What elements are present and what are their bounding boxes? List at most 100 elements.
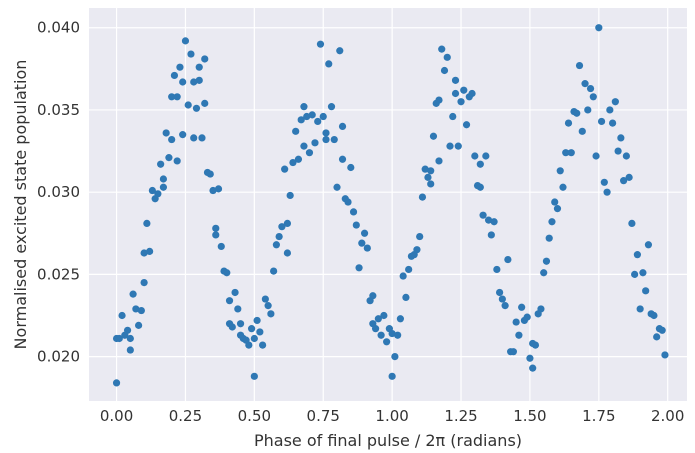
- data-point: [259, 341, 267, 349]
- data-point: [614, 147, 622, 155]
- data-points: [112, 24, 669, 387]
- data-point: [308, 111, 316, 119]
- data-point: [206, 170, 214, 178]
- data-point: [633, 251, 641, 259]
- data-point: [518, 303, 526, 311]
- data-point: [416, 232, 424, 241]
- data-point: [168, 135, 176, 144]
- data-point: [650, 311, 658, 320]
- data-point: [606, 106, 614, 114]
- data-point: [223, 269, 231, 277]
- data-point: [363, 244, 371, 252]
- data-point: [212, 231, 220, 239]
- data-point: [338, 122, 347, 130]
- data-point: [330, 135, 338, 144]
- data-point: [468, 89, 476, 98]
- data-point: [198, 134, 206, 142]
- data-point: [217, 242, 225, 251]
- data-point: [292, 127, 300, 135]
- x-tick-label: 0.25: [169, 407, 202, 425]
- data-point: [625, 173, 633, 181]
- y-tick-label: 0.025: [37, 265, 80, 283]
- data-point: [314, 117, 322, 126]
- data-point: [247, 325, 256, 333]
- data-point: [325, 60, 333, 68]
- data-point: [154, 190, 162, 198]
- data-point: [336, 47, 344, 55]
- data-point: [418, 193, 427, 201]
- data-point: [383, 338, 391, 346]
- data-point: [449, 112, 457, 121]
- data-point: [542, 257, 551, 265]
- x-tick-label: 0.00: [100, 407, 133, 425]
- data-point: [360, 229, 369, 237]
- x-tick-label: 1.50: [513, 407, 546, 425]
- data-point: [451, 76, 460, 84]
- data-point: [529, 364, 537, 372]
- data-point: [181, 37, 190, 45]
- data-point: [311, 139, 319, 147]
- data-point: [575, 61, 584, 70]
- y-tick-label: 0.030: [37, 183, 80, 201]
- data-point: [564, 119, 573, 127]
- data-point: [333, 183, 341, 191]
- data-point: [493, 265, 501, 274]
- y-axis-label: Normalised excited state population: [11, 60, 30, 350]
- data-point: [245, 341, 253, 349]
- data-point: [617, 134, 625, 142]
- data-point: [140, 249, 148, 257]
- y-axis-ticks: 0.020 0.025 0.030 0.035 0.040: [37, 19, 80, 366]
- data-point: [597, 117, 606, 126]
- data-point: [636, 305, 644, 313]
- data-point: [228, 323, 236, 331]
- data-point: [573, 109, 581, 117]
- data-point: [179, 131, 187, 139]
- data-point: [286, 191, 294, 200]
- data-point: [399, 272, 407, 280]
- data-point: [628, 219, 636, 228]
- data-point: [631, 270, 639, 278]
- data-point: [173, 157, 181, 165]
- data-point: [509, 348, 517, 356]
- data-point: [553, 205, 562, 213]
- data-point: [192, 104, 201, 112]
- data-point: [187, 50, 195, 58]
- data-point: [173, 93, 181, 101]
- data-point: [551, 198, 559, 206]
- data-point: [355, 264, 363, 272]
- data-point: [250, 372, 258, 380]
- y-tick-label: 0.020: [37, 348, 80, 366]
- x-tick-label: 0.50: [238, 407, 271, 425]
- data-point: [457, 98, 465, 106]
- data-point: [115, 334, 123, 343]
- data-point: [283, 249, 292, 257]
- data-point: [135, 321, 143, 329]
- data-point: [159, 175, 168, 183]
- data-point: [283, 219, 292, 228]
- data-point: [327, 103, 336, 111]
- data-point: [429, 132, 438, 140]
- data-point: [371, 325, 380, 333]
- data-point: [179, 78, 187, 86]
- data-point: [490, 218, 498, 226]
- x-tick-label: 1.00: [375, 407, 408, 425]
- data-point: [297, 116, 305, 124]
- data-point: [146, 247, 154, 255]
- x-tick-label: 2.00: [651, 407, 684, 425]
- data-point: [589, 93, 597, 101]
- data-point: [225, 297, 234, 305]
- data-point: [515, 331, 523, 339]
- data-point: [190, 78, 198, 86]
- data-point: [176, 63, 184, 71]
- data-point: [322, 129, 330, 137]
- data-point: [460, 86, 468, 94]
- data-point: [267, 310, 275, 318]
- data-point: [394, 331, 402, 339]
- data-point: [451, 89, 460, 98]
- data-point: [137, 306, 145, 315]
- data-point: [556, 167, 564, 175]
- data-point: [443, 53, 451, 61]
- data-point: [537, 305, 545, 313]
- data-point: [184, 101, 192, 109]
